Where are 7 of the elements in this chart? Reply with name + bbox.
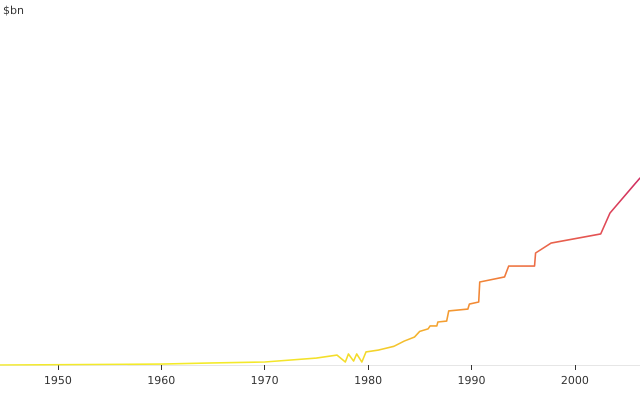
- x-tick-label: 1950: [44, 374, 72, 387]
- x-tick-label: 1960: [147, 374, 176, 387]
- x-tick-label: 1970: [250, 374, 279, 387]
- x-tick-label: 1990: [457, 374, 486, 387]
- text: $bn: [3, 4, 24, 17]
- x-tick-label: 2000: [560, 374, 589, 387]
- x-tick-label: 1980: [354, 374, 382, 387]
